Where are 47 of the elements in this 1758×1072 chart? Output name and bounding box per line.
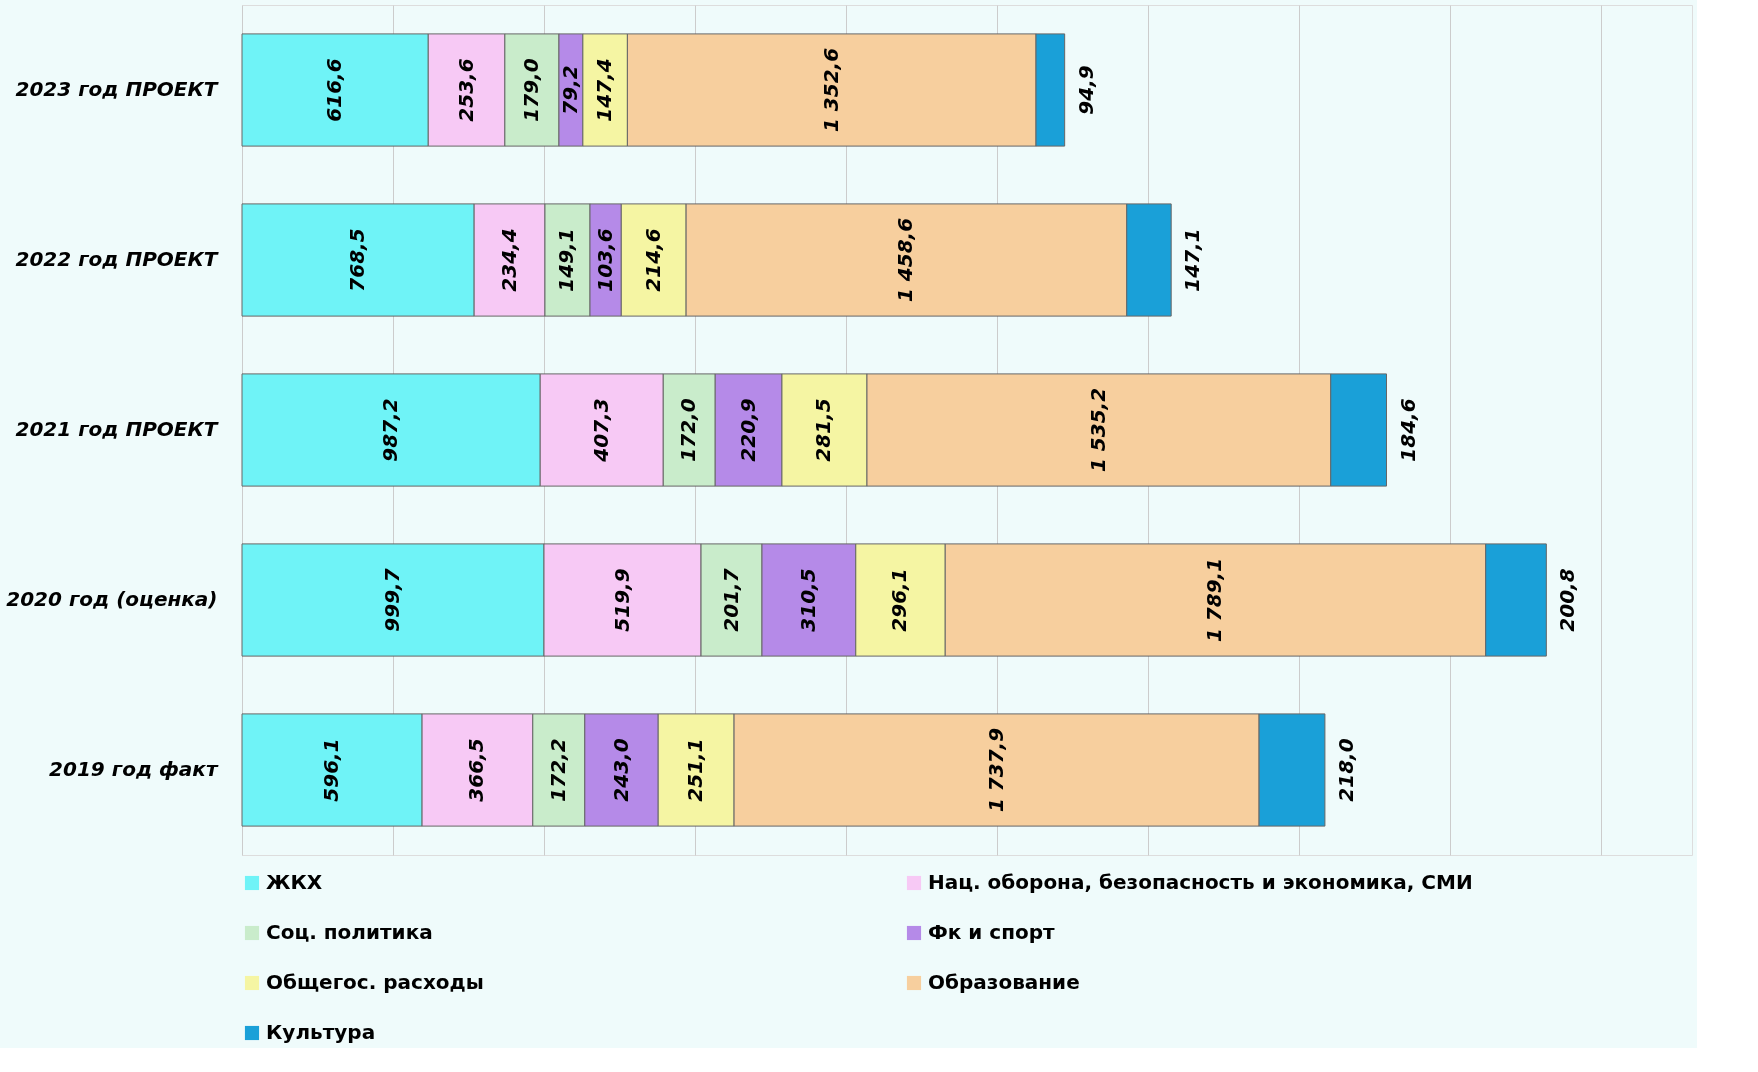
data-label: 201,7 (718, 568, 743, 632)
data-label: 407,3 (588, 398, 613, 463)
data-label: 366,5 (464, 738, 489, 802)
y-tick-label: 2022 год ПРОЕКТ (15, 247, 219, 271)
legend-label: Образование (928, 970, 1080, 994)
data-label: 768,5 (345, 228, 370, 292)
data-label: 1 458,6 (893, 217, 918, 303)
data-label: 147,1 (1180, 228, 1205, 292)
legend-label: Культура (266, 1020, 376, 1044)
data-label: 218,0 (1333, 738, 1358, 802)
data-label: 251,1 (683, 738, 708, 802)
y-tick-label: 2023 год ПРОЕКТ (15, 77, 219, 101)
data-label: 596,1 (319, 738, 344, 802)
data-label: 179,0 (518, 58, 543, 122)
data-label: 234,4 (496, 228, 521, 292)
legend-label: Нац. оборона, безопасность и экономика, СМИ (928, 870, 1473, 894)
data-label: 987,2 (378, 398, 403, 462)
data-label: 220,9 (735, 398, 760, 462)
data-label: 253,6 (453, 58, 478, 122)
data-label: 1 352,6 (818, 47, 843, 133)
legend-label: ЖКХ (266, 870, 323, 894)
data-label: 184,6 (1395, 398, 1420, 462)
legend-label: Соц. политика (266, 920, 433, 944)
data-label: 172,0 (676, 398, 701, 462)
data-label: 149,1 (554, 228, 579, 292)
data-label: 616,6 (322, 58, 347, 122)
data-label: 103,6 (592, 228, 617, 292)
data-label: 519,9 (609, 568, 634, 632)
data-label: 200,8 (1555, 568, 1580, 632)
data-label: 1 789,1 (1202, 557, 1227, 643)
data-label: 172,2 (545, 738, 570, 802)
y-tick-label: 2021 год ПРОЕКТ (15, 417, 219, 441)
data-label: 214,6 (640, 228, 665, 292)
data-label: 79,2 (557, 65, 582, 115)
y-tick-label: 2019 год факт (49, 757, 219, 781)
data-label: 999,7 (380, 568, 404, 632)
y-tick-label: 2020 год (оценка) (6, 587, 218, 611)
legend-label: Общегос. расходы (266, 970, 484, 994)
data-label: 281,5 (811, 398, 836, 462)
data-label: 94,9 (1073, 65, 1098, 115)
data-label: 310,5 (795, 568, 820, 632)
data-label: 1 737,9 (983, 727, 1008, 813)
data-label: 147,4 (592, 58, 617, 122)
legend-label: Фк и спорт (928, 920, 1056, 944)
data-label: 296,1 (887, 568, 912, 632)
data-label: 243,0 (608, 738, 633, 802)
data-label: 1 535,2 (1085, 387, 1110, 473)
